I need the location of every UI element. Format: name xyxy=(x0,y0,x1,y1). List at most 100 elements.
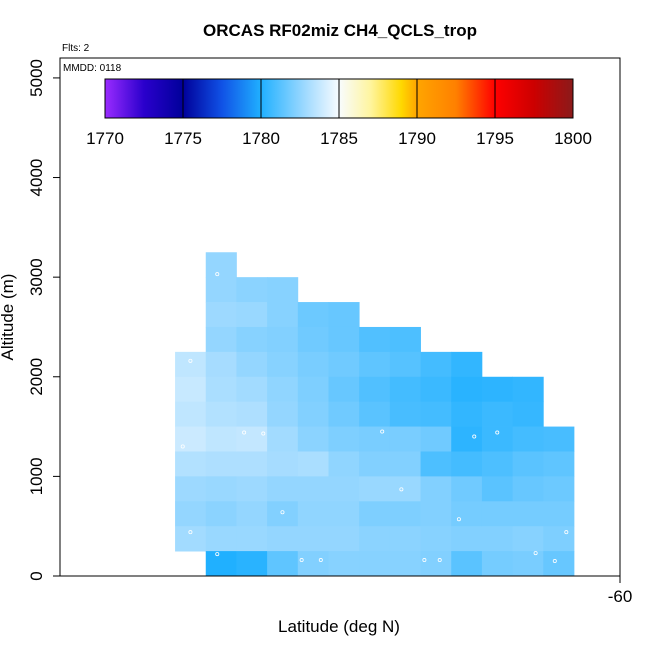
heatmap-cell xyxy=(481,451,514,477)
heatmap-cell xyxy=(328,451,360,477)
sample-point xyxy=(242,430,247,435)
heatmap-cell xyxy=(543,476,575,502)
heatmap-cell xyxy=(481,401,514,427)
heatmap-cell xyxy=(205,451,237,477)
sample-point xyxy=(579,477,584,482)
heatmap-cell xyxy=(512,526,544,552)
sample-point xyxy=(261,431,266,436)
sample-point xyxy=(587,443,592,448)
y-tick-label: 1000 xyxy=(27,457,46,495)
heatmap-cell xyxy=(205,551,237,577)
heatmap-cell xyxy=(236,401,268,427)
plot-frame xyxy=(59,57,621,577)
sample-point xyxy=(472,434,477,439)
heatmap-cell xyxy=(451,351,483,378)
sample-point xyxy=(180,444,185,449)
heatmap-cell xyxy=(420,501,452,527)
sample-point xyxy=(495,430,500,435)
heatmap-cell xyxy=(451,476,483,502)
heatmap-cell xyxy=(389,351,421,378)
heatmap-cell xyxy=(328,376,360,403)
heatmap-cell xyxy=(512,451,544,477)
heatmap-cell xyxy=(236,376,268,403)
sample-point xyxy=(399,487,404,492)
colorbar-tick-label: 1795 xyxy=(476,129,514,148)
heatmap-cell xyxy=(420,551,452,577)
heatmap-cell xyxy=(267,326,299,353)
heatmap-cell xyxy=(267,351,299,378)
heatmap-cell xyxy=(328,551,360,577)
sample-point xyxy=(299,558,304,563)
x-axis-label: Latitude (deg N) xyxy=(278,617,400,636)
heatmap-cell xyxy=(328,501,360,527)
heatmap-cell xyxy=(297,376,329,403)
heatmap-cell xyxy=(205,376,237,403)
heatmap-cell xyxy=(236,302,268,328)
sample-point xyxy=(552,559,557,564)
heatmap-cell xyxy=(512,376,544,403)
heatmap-cell xyxy=(328,426,360,452)
x-tick-label: -60 xyxy=(608,587,633,606)
x-axis: -60 xyxy=(608,576,633,606)
heatmap-cell xyxy=(389,326,421,353)
heatmap-cell xyxy=(175,476,207,502)
heatmap-cell xyxy=(205,252,237,278)
heatmap-cell xyxy=(236,326,268,353)
sample-point xyxy=(437,558,442,563)
heatmap-cell xyxy=(451,501,483,527)
heatmap-cell xyxy=(297,302,329,328)
heatmap-cells xyxy=(175,252,575,577)
heatmap-cell xyxy=(512,426,544,452)
heatmap-cell xyxy=(359,376,391,403)
heatmap-cell xyxy=(236,351,268,378)
heatmap-cell xyxy=(205,526,237,552)
heatmap-cell xyxy=(512,401,544,427)
heatmap-cell xyxy=(205,501,237,527)
heatmap-cell xyxy=(543,451,575,477)
heatmap-cell xyxy=(420,526,452,552)
sample-point xyxy=(188,530,193,535)
y-tick-label: 0 xyxy=(27,571,46,580)
heatmap-cell xyxy=(481,426,514,452)
heatmap-cell xyxy=(389,451,421,477)
heatmap-cell xyxy=(451,426,483,452)
y-tick-label: 4000 xyxy=(27,159,46,197)
heatmap-cell xyxy=(267,451,299,477)
heatmap-cell xyxy=(205,351,237,378)
heatmap-cell xyxy=(481,476,514,502)
heatmap-cell xyxy=(175,526,207,552)
heatmap-cell xyxy=(328,326,360,353)
heatmap-cell xyxy=(236,551,268,577)
sample-point xyxy=(564,530,569,535)
heatmap-cell xyxy=(543,526,575,552)
heatmap-cell xyxy=(267,401,299,427)
heatmap-cell xyxy=(236,451,268,477)
heatmap-cell xyxy=(205,326,237,353)
heatmap-cell xyxy=(420,476,452,502)
heatmap-cell xyxy=(297,426,329,452)
heatmap-cell xyxy=(481,551,514,577)
chart-title: ORCAS RF02miz CH4_QCLS_trop xyxy=(203,21,477,40)
colorbar: 1770 1775 1780 1785 1790 1795 1800 xyxy=(86,78,592,148)
colorbar-tick-label: 1800 xyxy=(554,129,592,148)
heatmap-cell xyxy=(328,302,360,328)
sample-point xyxy=(552,390,557,395)
heatmap-cell xyxy=(451,526,483,552)
heatmap-cell xyxy=(267,551,299,577)
heatmap-cell xyxy=(359,551,391,577)
sample-point xyxy=(318,558,323,563)
heatmap-cell xyxy=(359,401,391,427)
heatmap-cell xyxy=(389,401,421,427)
y-axis-label: Altitude (m) xyxy=(0,274,17,361)
sample-point xyxy=(188,358,193,363)
heatmap-cell xyxy=(420,376,452,403)
heatmap-cell xyxy=(297,501,329,527)
heatmap-cell xyxy=(389,551,421,577)
heatmap-cell xyxy=(389,501,421,527)
sample-point xyxy=(594,550,599,555)
colorbar-tick-label: 1770 xyxy=(86,129,124,148)
heatmap-cell xyxy=(451,376,483,403)
heatmap-cell xyxy=(205,302,237,328)
heatmap-cell xyxy=(512,476,544,502)
heatmap-cell xyxy=(543,551,575,577)
